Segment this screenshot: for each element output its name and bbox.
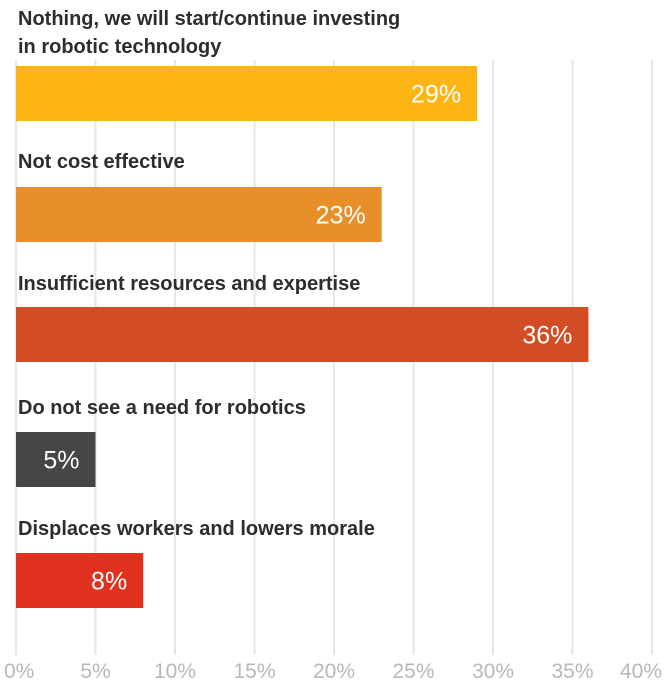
bar-value-label: 36% (522, 322, 572, 350)
x-tick-label: 40% (620, 660, 662, 683)
x-tick-label: 10% (154, 660, 196, 683)
bar (16, 187, 382, 242)
bar-value-label: 29% (411, 81, 461, 109)
category-label: Not cost effective (18, 151, 185, 173)
category-label: Displaces workers and lowers morale (18, 518, 375, 540)
x-tick-label: 0% (4, 660, 34, 683)
bar (16, 432, 96, 487)
category-label: Nothing, we will start/continue investin… (18, 8, 400, 58)
category-label: Insufficient resources and expertise (18, 273, 360, 295)
category-label-line: in robotic technology (18, 36, 222, 58)
bar-value-label: 23% (316, 202, 366, 230)
x-tick-label: 5% (80, 660, 110, 683)
bars: Nothing, we will start/continue investin… (16, 8, 589, 608)
bar (16, 66, 478, 121)
category-label-line: Displaces workers and lowers morale (18, 518, 375, 540)
bar-value-label: 8% (91, 568, 127, 596)
x-tick-label: 25% (392, 660, 434, 683)
bar (16, 307, 589, 362)
category-label-line: Nothing, we will start/continue investin… (18, 8, 400, 30)
category-label: Do not see a need for robotics (18, 397, 306, 419)
x-tick-label: 15% (233, 660, 275, 683)
x-axis-ticks: 0% 5% 10% 15% 20% 25% 30% 35% 40% (4, 660, 662, 683)
x-tick-label: 30% (472, 660, 514, 683)
x-tick-label: 35% (551, 660, 593, 683)
category-label-line: Do not see a need for robotics (18, 397, 306, 419)
bar-value-label: 5% (43, 447, 79, 475)
category-label-line: Not cost effective (18, 151, 185, 173)
category-label-line: Insufficient resources and expertise (18, 273, 360, 295)
x-tick-label: 20% (313, 660, 355, 683)
bar (16, 553, 144, 608)
